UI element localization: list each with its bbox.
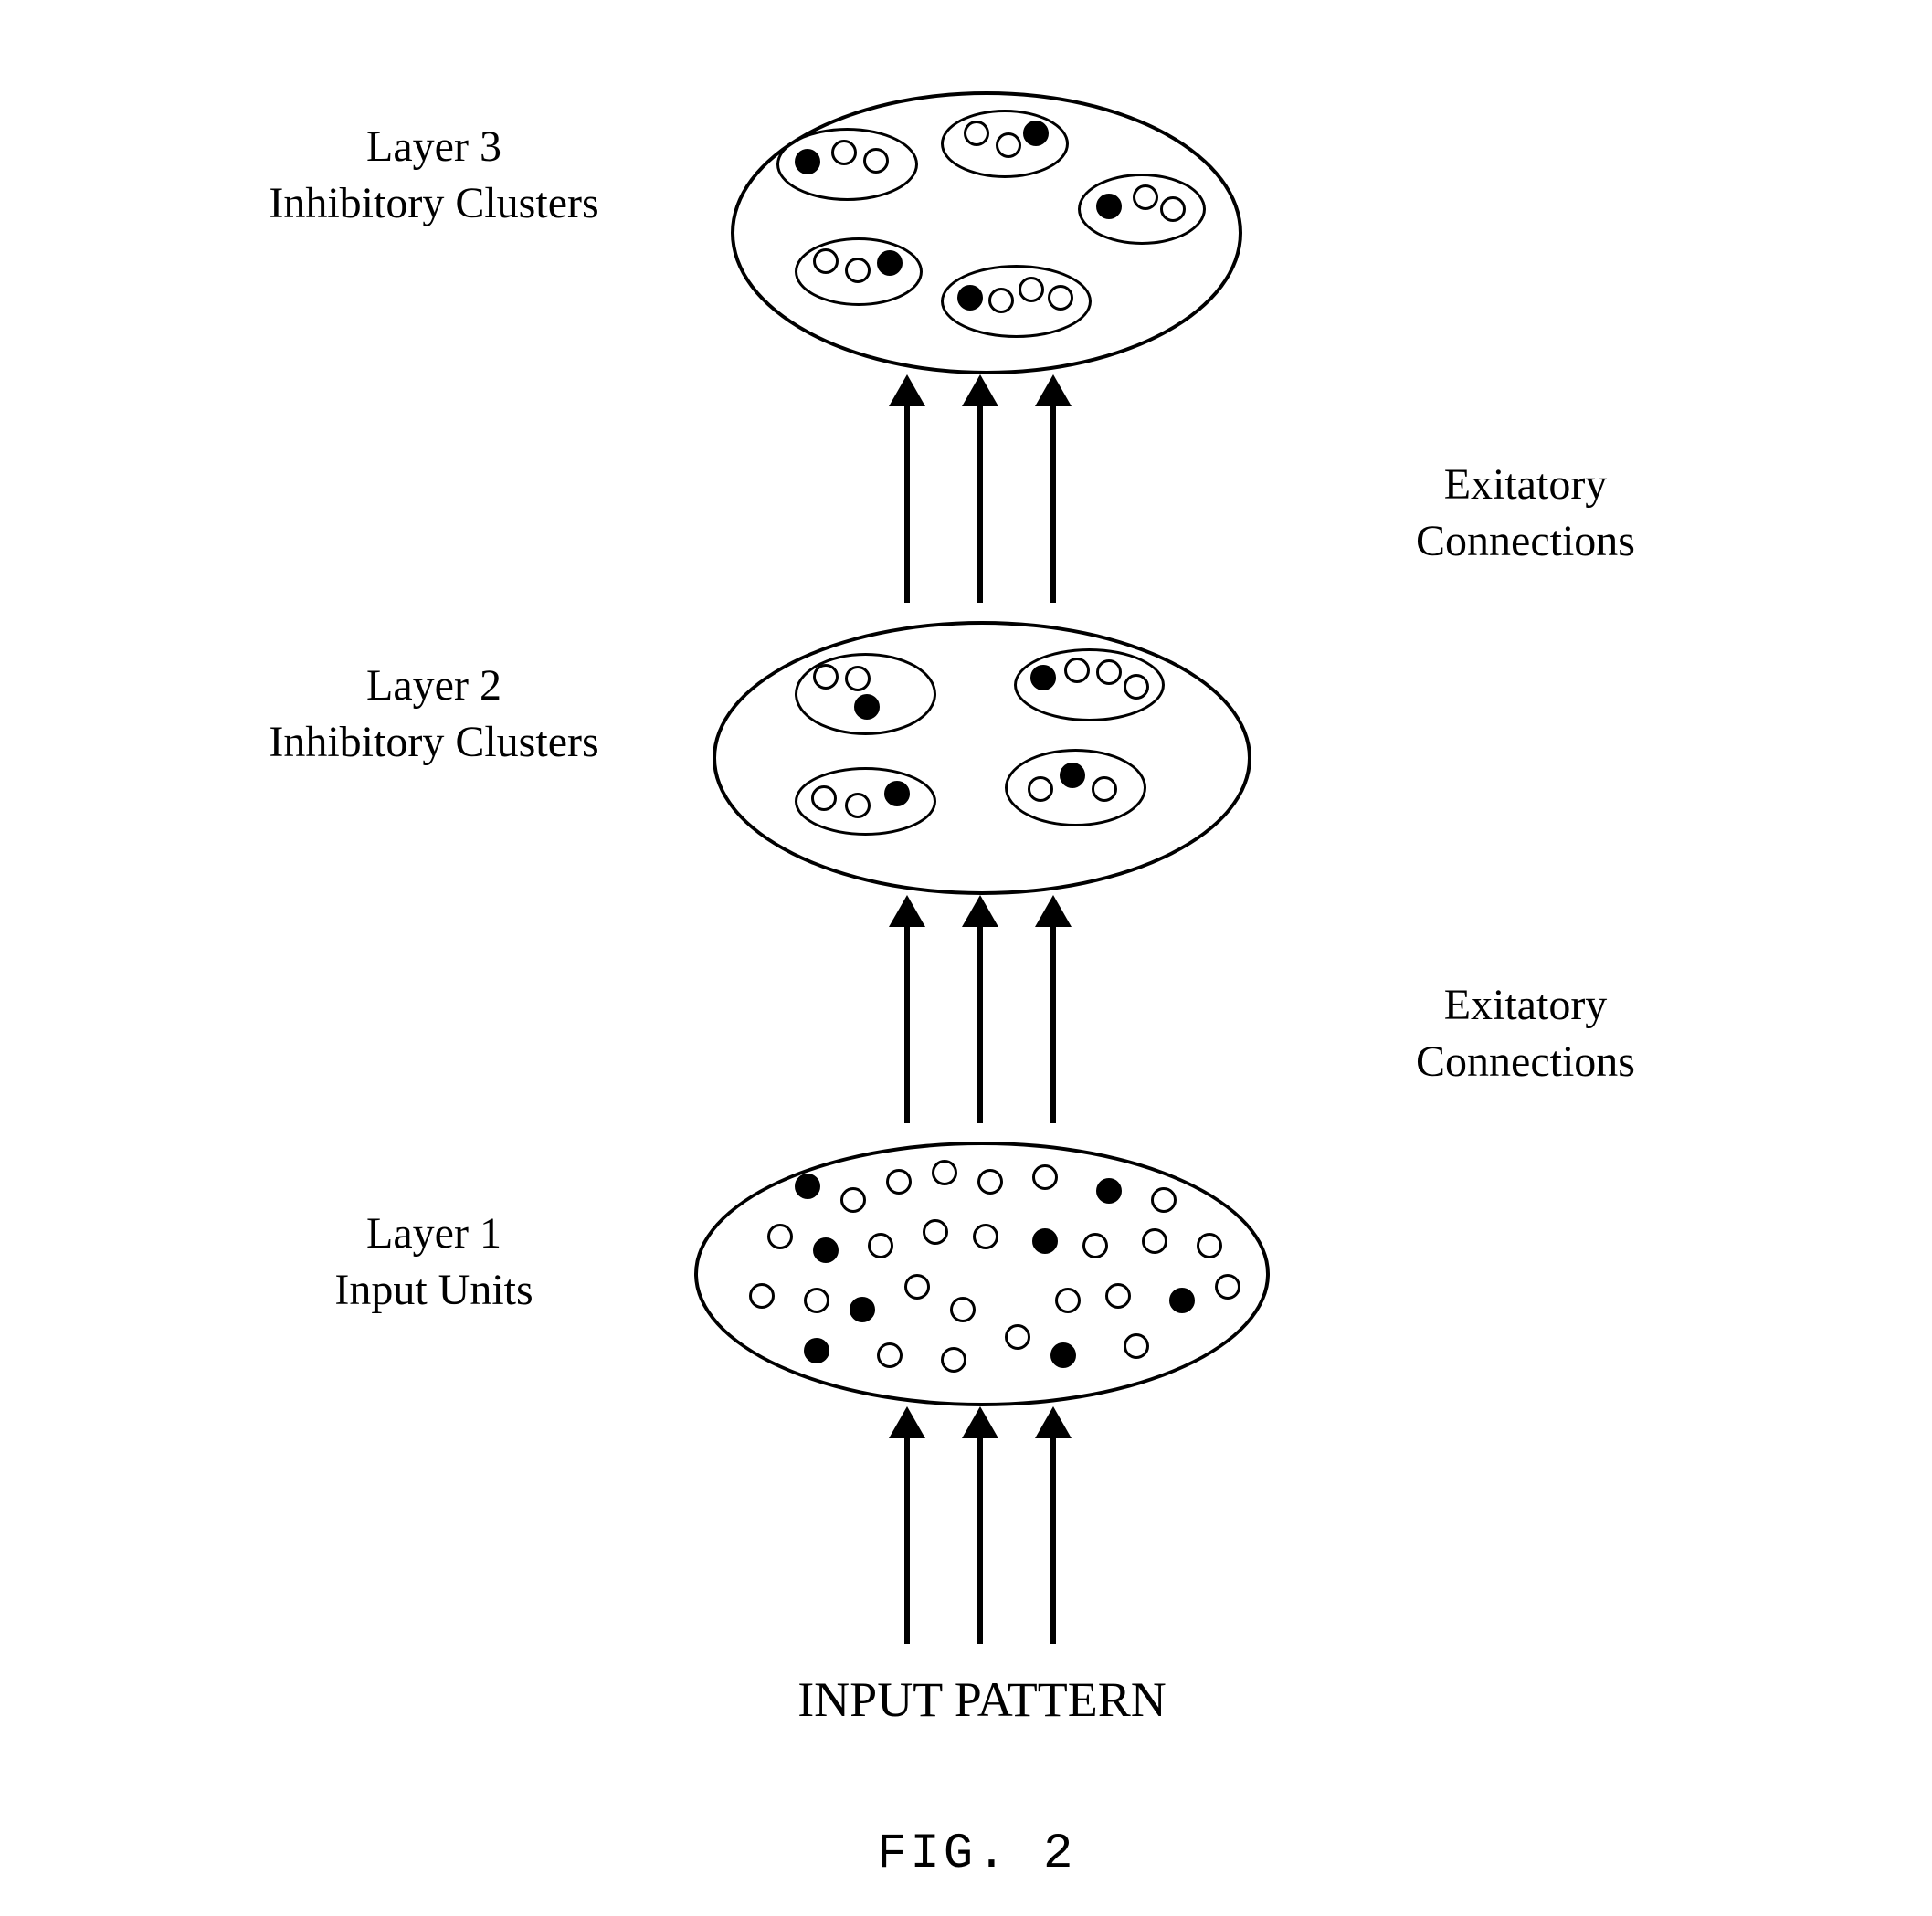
unit-filled <box>854 694 880 720</box>
unit-open <box>886 1169 912 1195</box>
unit-open <box>904 1274 930 1300</box>
arrow-input-l1-1 <box>904 1434 910 1644</box>
unit-open <box>923 1219 948 1245</box>
layer2-label: Layer 2 Inhibitory Clusters <box>265 658 603 772</box>
unit-open <box>804 1288 829 1313</box>
unit-open <box>813 664 839 690</box>
unit-open <box>1215 1274 1240 1300</box>
unit-open <box>811 785 837 811</box>
unit-open <box>1160 196 1186 222</box>
unit-open <box>845 793 871 818</box>
unit-open <box>950 1297 976 1322</box>
unit-filled <box>1030 665 1056 690</box>
unit-open <box>1124 1333 1149 1359</box>
unit-filled <box>1096 1178 1122 1204</box>
layer2-ellipse <box>713 621 1251 895</box>
arrow-l2-l3-1 <box>904 402 910 603</box>
excitatory-label-lower: Exitatory Connections <box>1398 977 1653 1091</box>
layer1-subtitle: Input Units <box>334 1266 533 1314</box>
unit-open <box>1197 1233 1222 1258</box>
unit-open <box>863 148 889 174</box>
layer1-title: Layer 1 <box>366 1209 501 1258</box>
unit-open <box>973 1224 998 1249</box>
layer3-label: Layer 3 Inhibitory Clusters <box>265 119 603 233</box>
arrow-l1-l2-3 <box>1050 922 1056 1123</box>
unit-filled <box>1096 194 1122 219</box>
unit-open <box>1142 1228 1167 1254</box>
unit-filled <box>1060 763 1085 788</box>
excitatory-lower-line1: Exitatory <box>1444 981 1608 1029</box>
unit-filled <box>1023 121 1049 146</box>
layer2-subtitle: Inhibitory Clusters <box>269 718 598 766</box>
unit-open <box>840 1187 866 1213</box>
unit-open <box>1092 776 1117 802</box>
unit-open <box>1124 674 1149 700</box>
unit-filled <box>877 250 903 276</box>
arrow-l1-l2-2 <box>977 922 983 1123</box>
layer3-title: Layer 3 <box>366 122 501 171</box>
unit-open <box>813 248 839 274</box>
unit-open <box>941 1347 966 1373</box>
excitatory-upper-line2: Connections <box>1416 517 1635 565</box>
unit-open <box>868 1233 893 1258</box>
excitatory-upper-line1: Exitatory <box>1444 460 1608 509</box>
unit-open <box>845 666 871 691</box>
input-pattern-label: INPUT PATTERN <box>776 1671 1188 1728</box>
unit-filled <box>1050 1342 1076 1368</box>
unit-filled <box>1169 1288 1195 1313</box>
unit-open <box>1032 1164 1058 1190</box>
unit-filled <box>850 1297 875 1322</box>
unit-open <box>767 1224 793 1249</box>
neural-layer-diagram: Layer 3 Inhibitory Clusters Exitatory Co… <box>0 0 1932 1916</box>
unit-open <box>845 258 871 283</box>
unit-open <box>877 1342 903 1368</box>
unit-open <box>749 1283 775 1309</box>
unit-filled <box>1032 1228 1058 1254</box>
layer3-subtitle: Inhibitory Clusters <box>269 179 598 227</box>
figure-caption: FIG. 2 <box>877 1827 1076 1882</box>
layer1-label: Layer 1 Input Units <box>320 1205 548 1320</box>
arrow-l2-l3-3 <box>1050 402 1056 603</box>
unit-open <box>996 132 1021 158</box>
unit-open <box>932 1160 957 1185</box>
unit-open <box>964 121 989 146</box>
unit-open <box>1151 1187 1177 1213</box>
unit-open <box>1133 184 1158 210</box>
unit-open <box>1096 659 1122 685</box>
unit-open <box>988 288 1014 313</box>
unit-open <box>1028 776 1053 802</box>
unit-filled <box>884 781 910 806</box>
unit-open <box>1064 658 1090 683</box>
unit-filled <box>795 149 820 174</box>
arrow-l1-l2-1 <box>904 922 910 1123</box>
unit-filled <box>813 1237 839 1263</box>
arrow-l2-l3-2 <box>977 402 983 603</box>
unit-open <box>977 1169 1003 1195</box>
layer2-title: Layer 2 <box>366 661 501 710</box>
excitatory-label-upper: Exitatory Connections <box>1398 457 1653 571</box>
arrow-input-l1-3 <box>1050 1434 1056 1644</box>
unit-filled <box>957 285 983 311</box>
unit-open <box>1005 1324 1030 1350</box>
unit-open <box>1105 1283 1131 1309</box>
excitatory-lower-line2: Connections <box>1416 1037 1635 1086</box>
unit-open <box>1082 1233 1108 1258</box>
unit-open <box>1055 1288 1081 1313</box>
unit-filled <box>804 1338 829 1363</box>
unit-open <box>831 140 857 165</box>
unit-open <box>1048 285 1073 311</box>
arrow-input-l1-2 <box>977 1434 983 1644</box>
unit-filled <box>795 1174 820 1199</box>
unit-open <box>1019 277 1044 302</box>
